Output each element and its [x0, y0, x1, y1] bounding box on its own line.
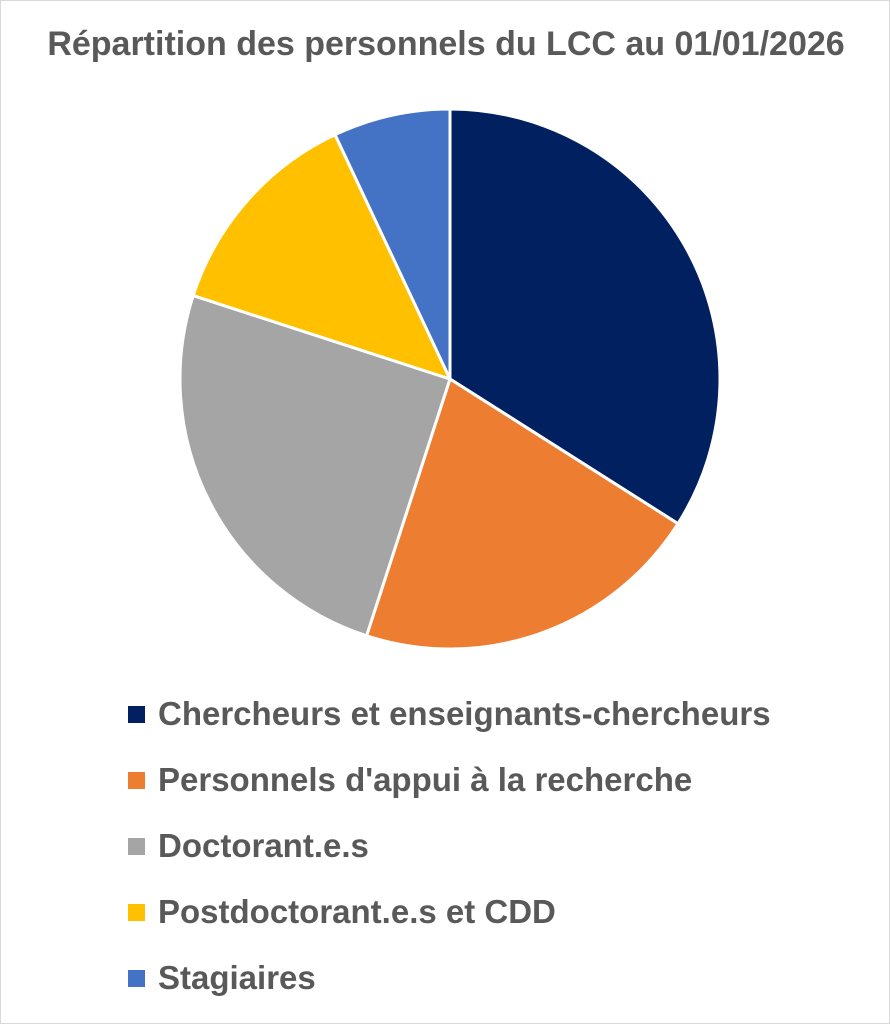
legend-item-doctorants: Doctorant.e.s: [128, 823, 868, 869]
legend-swatch: [128, 705, 145, 723]
legend-label: Stagiaires: [158, 959, 316, 996]
legend-label: Chercheurs et enseignants-chercheurs: [158, 695, 771, 732]
legend-label: Personnels d'appui à la recherche: [158, 761, 693, 798]
legend-swatch: [128, 903, 145, 921]
pie-slice-chercheurs-et-enseignants-chercheurs: [448, 107, 722, 526]
legend-swatch: [128, 837, 145, 855]
pie-slice-stagiaires: [333, 107, 452, 381]
legend-label: Postdoctorant.e.s et CDD: [158, 893, 556, 930]
legend-swatch: [128, 969, 145, 987]
pie-slice-postdoctorant-e-s-et-cdd: [191, 133, 452, 381]
legend-swatch: [128, 771, 145, 789]
pie-slice-personnels-d-appui-a-la-recherche: [365, 377, 680, 651]
legend-item-chercheurs: Chercheurs et enseignants-chercheurs: [128, 691, 868, 737]
legend-item-stagiaires: Stagiaires: [128, 955, 868, 1001]
legend-item-personnels-appui: Personnels d'appui à la recherche: [128, 757, 868, 803]
legend-item-postdoctorants: Postdoctorant.e.s et CDD: [128, 889, 868, 935]
pie-slice-doctorant-e-s: [178, 294, 452, 638]
legend: Chercheurs et enseignants-chercheurs Per…: [128, 691, 868, 1021]
pie-chart: [178, 107, 722, 651]
chart-title: Répartition des personnels du LCC au 01/…: [47, 25, 845, 63]
legend-label: Doctorant.e.s: [158, 827, 369, 864]
